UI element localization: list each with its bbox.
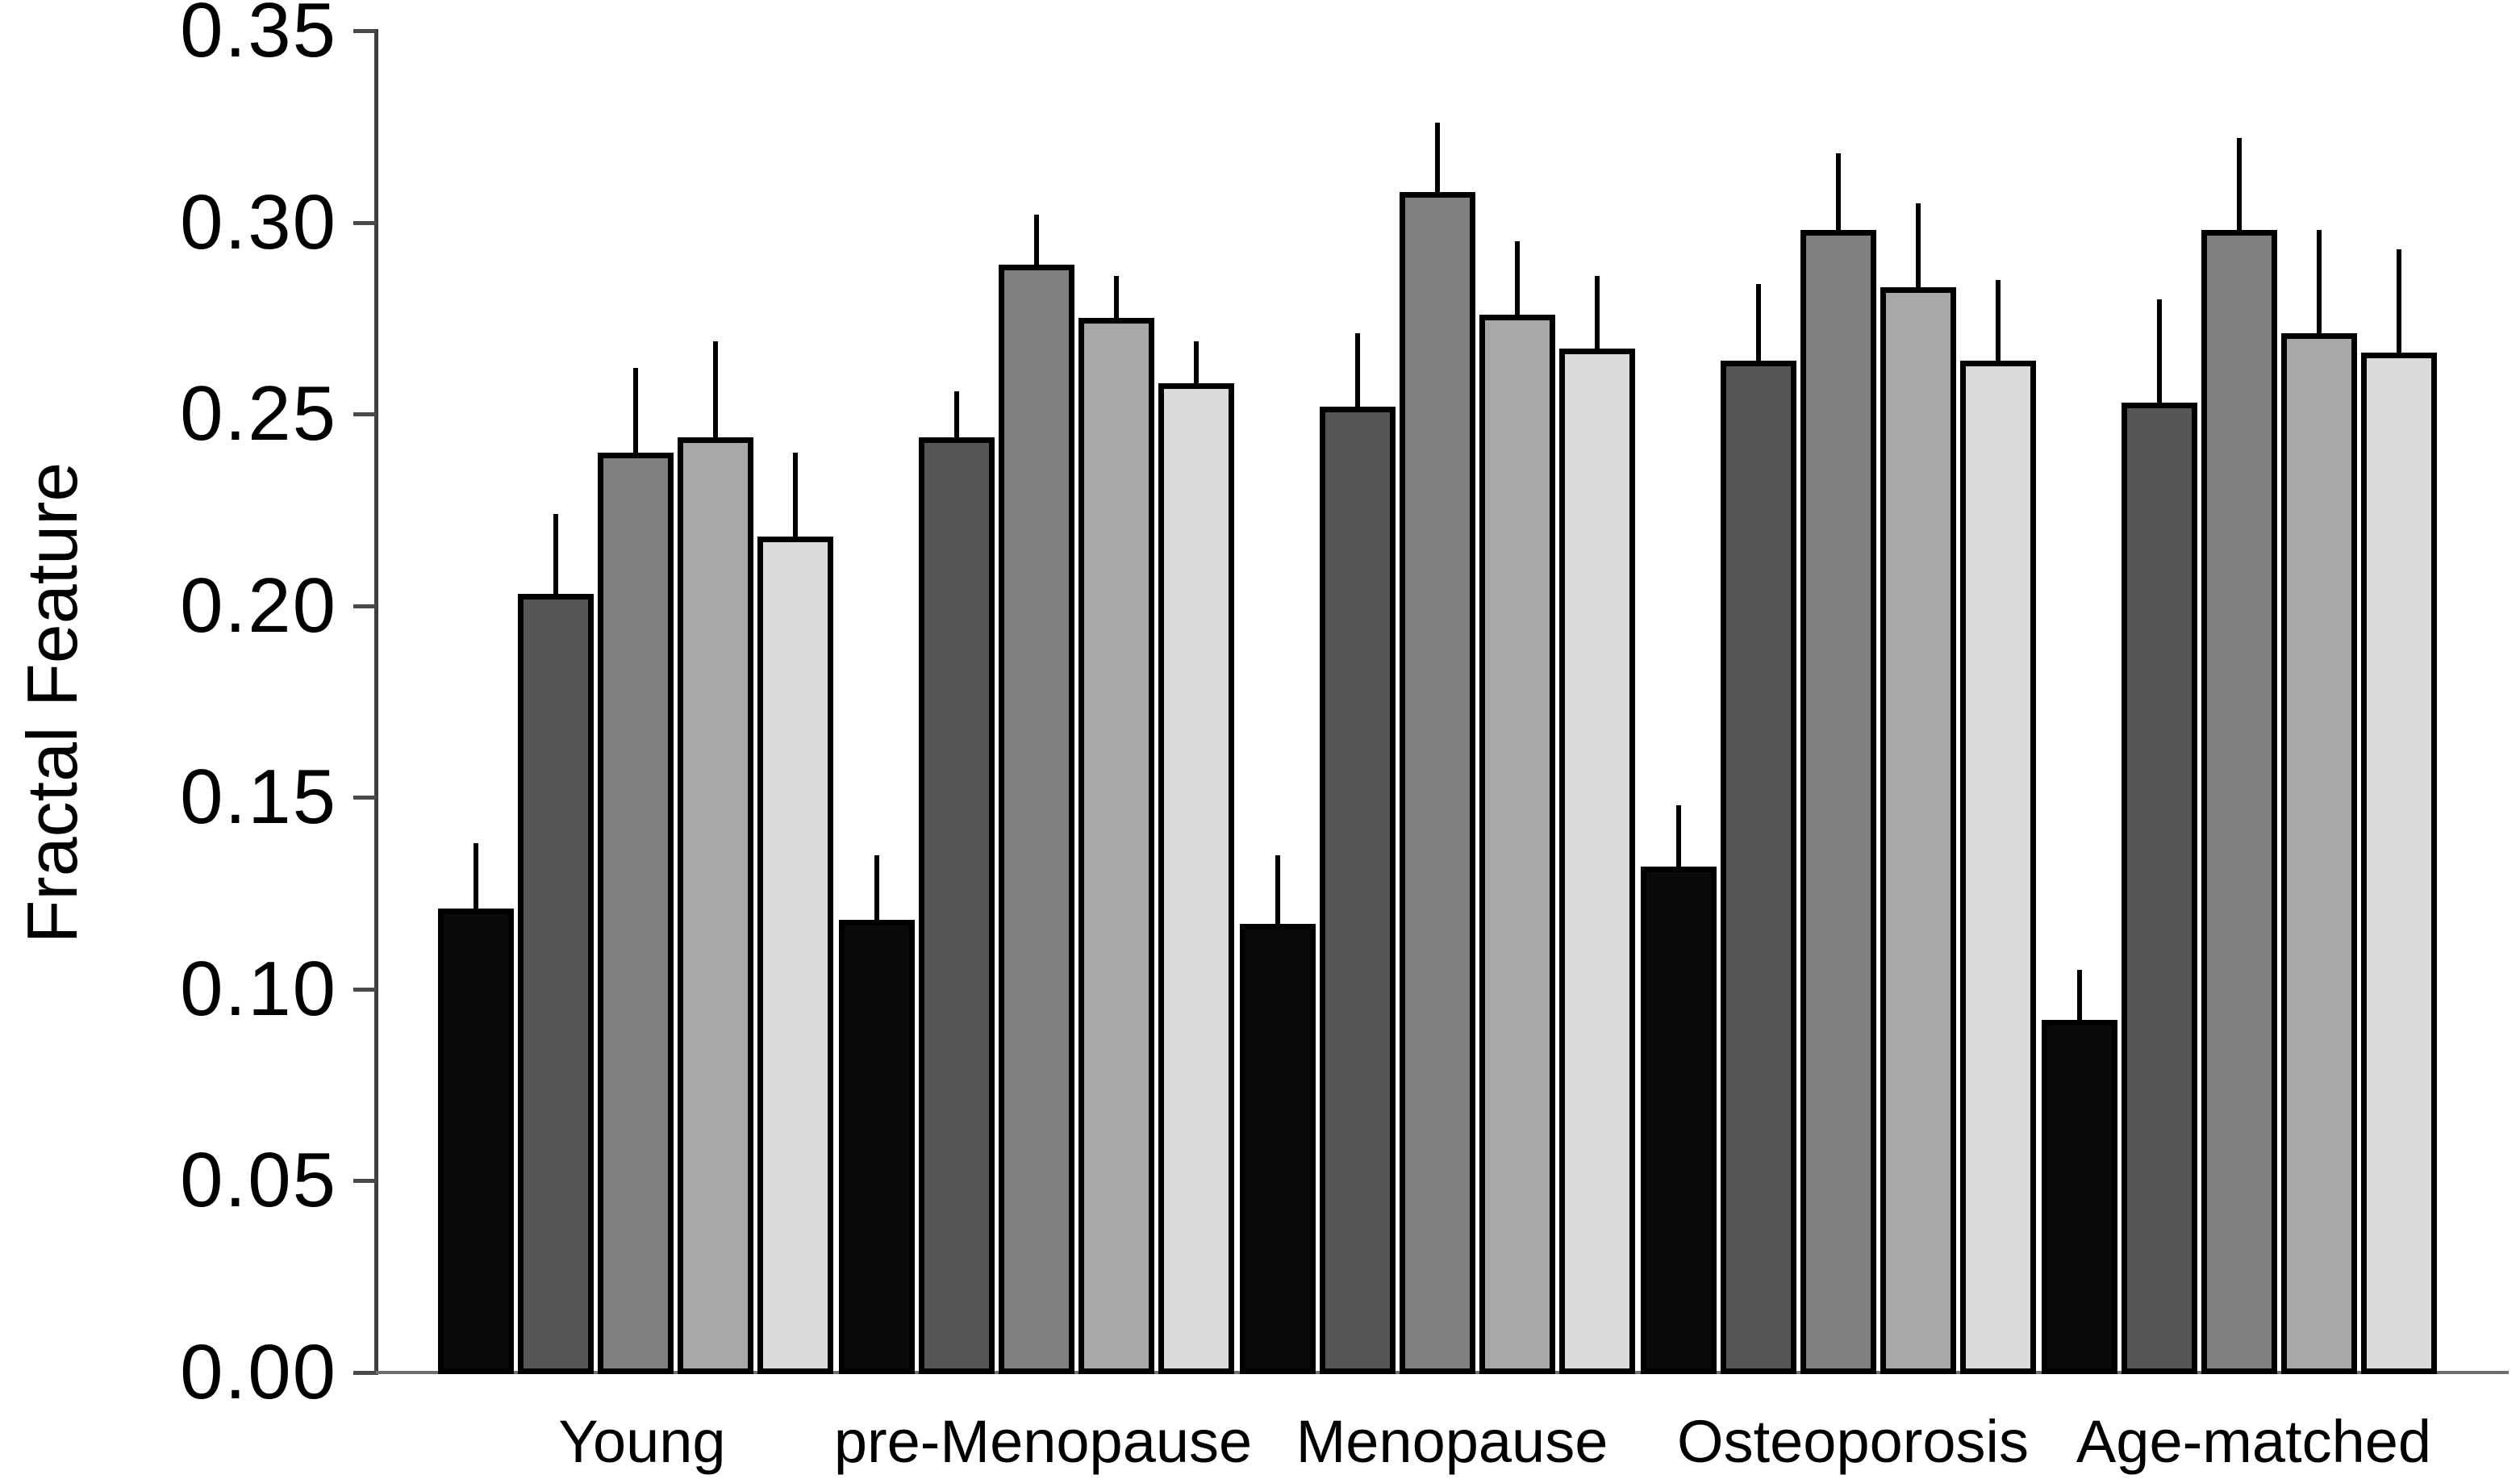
bar-age-matched-light-gray: [2281, 333, 2357, 1374]
x-category-label: Age-matched: [2076, 1408, 2432, 1475]
error-bar: [2397, 249, 2401, 363]
error-bar: [874, 854, 879, 930]
y-tick-mark: [353, 29, 376, 33]
bar-pre-menopause-dark-gray: [919, 437, 995, 1374]
bar-young-medium-gray: [598, 452, 674, 1374]
error-bar: [1595, 276, 1600, 359]
y-tick-label: 0.25: [180, 370, 337, 457]
error-bar: [1836, 153, 1841, 240]
bar-pre-menopause-medium-gray: [999, 264, 1074, 1374]
error-bar: [1676, 804, 1681, 876]
bar-pre-menopause-light-gray: [1079, 318, 1154, 1374]
y-tick-mark: [353, 1371, 376, 1375]
bar-age-matched-dark-gray: [2122, 402, 2197, 1374]
bar-young-light-gray: [678, 437, 753, 1374]
error-bar: [1194, 341, 1199, 394]
y-tick-label: 0.20: [180, 562, 337, 649]
error-bar: [793, 452, 798, 547]
bar-menopause-black: [1240, 924, 1316, 1374]
y-tick-label: 0.05: [180, 1137, 337, 1224]
x-category-label: Osteoporosis: [1677, 1408, 2029, 1475]
error-bar: [1355, 333, 1360, 416]
error-bar: [1916, 203, 1921, 298]
y-tick-mark: [353, 987, 376, 992]
bar-osteoporosis-medium-gray: [1800, 230, 1876, 1374]
error-bar: [1114, 276, 1119, 328]
error-bar: [1996, 279, 2001, 370]
x-category-label: pre-Menopause: [833, 1408, 1253, 1475]
bar-menopause-lightest-gray: [1559, 349, 1635, 1374]
y-tick-mark: [353, 604, 376, 608]
bar-pre-menopause-black: [839, 920, 915, 1374]
y-tick-label: 0.00: [180, 1329, 337, 1415]
y-tick-mark: [353, 220, 376, 225]
x-category-label: Menopause: [1295, 1408, 1608, 1475]
error-bar: [1275, 854, 1280, 934]
y-tick-label: 0.10: [180, 945, 337, 1032]
bar-pre-menopause-lightest-gray: [1158, 383, 1234, 1374]
error-bar: [713, 341, 718, 447]
bar-osteoporosis-light-gray: [1880, 287, 1956, 1374]
bar-young-lightest-gray: [757, 537, 833, 1374]
bar-young-dark-gray: [518, 594, 594, 1374]
bar-menopause-medium-gray: [1400, 191, 1475, 1374]
bar-osteoporosis-dark-gray: [1721, 360, 1796, 1374]
y-axis-title: Fractal Feature: [12, 462, 92, 944]
error-bar: [954, 391, 959, 447]
bar-young-black: [438, 909, 514, 1374]
bar-menopause-dark-gray: [1320, 406, 1396, 1374]
error-bar: [2237, 138, 2242, 240]
y-axis-line: [374, 29, 378, 1375]
error-bar: [553, 513, 558, 604]
y-tick-mark: [353, 412, 376, 417]
error-bar: [1515, 241, 1520, 324]
bar-age-matched-medium-gray: [2201, 230, 2277, 1374]
error-bar: [2157, 299, 2162, 412]
error-bar: [2077, 970, 2082, 1030]
bar-age-matched-black: [2042, 1019, 2117, 1374]
error-bar: [1435, 123, 1440, 202]
y-tick-mark: [353, 1179, 376, 1184]
y-tick-mark: [353, 796, 376, 800]
bar-age-matched-lightest-gray: [2361, 353, 2437, 1374]
y-tick-label: 0.35: [180, 0, 337, 73]
bar-osteoporosis-lightest-gray: [1960, 360, 2036, 1374]
x-category-label: Young: [558, 1408, 726, 1475]
error-bar: [1756, 283, 1761, 370]
error-bar: [2317, 230, 2322, 344]
error-bar: [1034, 215, 1039, 274]
bar-osteoporosis-black: [1641, 866, 1717, 1374]
y-tick-label: 0.30: [180, 178, 337, 265]
error-bar: [474, 843, 478, 919]
bar-menopause-light-gray: [1479, 314, 1555, 1374]
y-tick-label: 0.15: [180, 754, 337, 841]
error-bar: [633, 368, 638, 462]
